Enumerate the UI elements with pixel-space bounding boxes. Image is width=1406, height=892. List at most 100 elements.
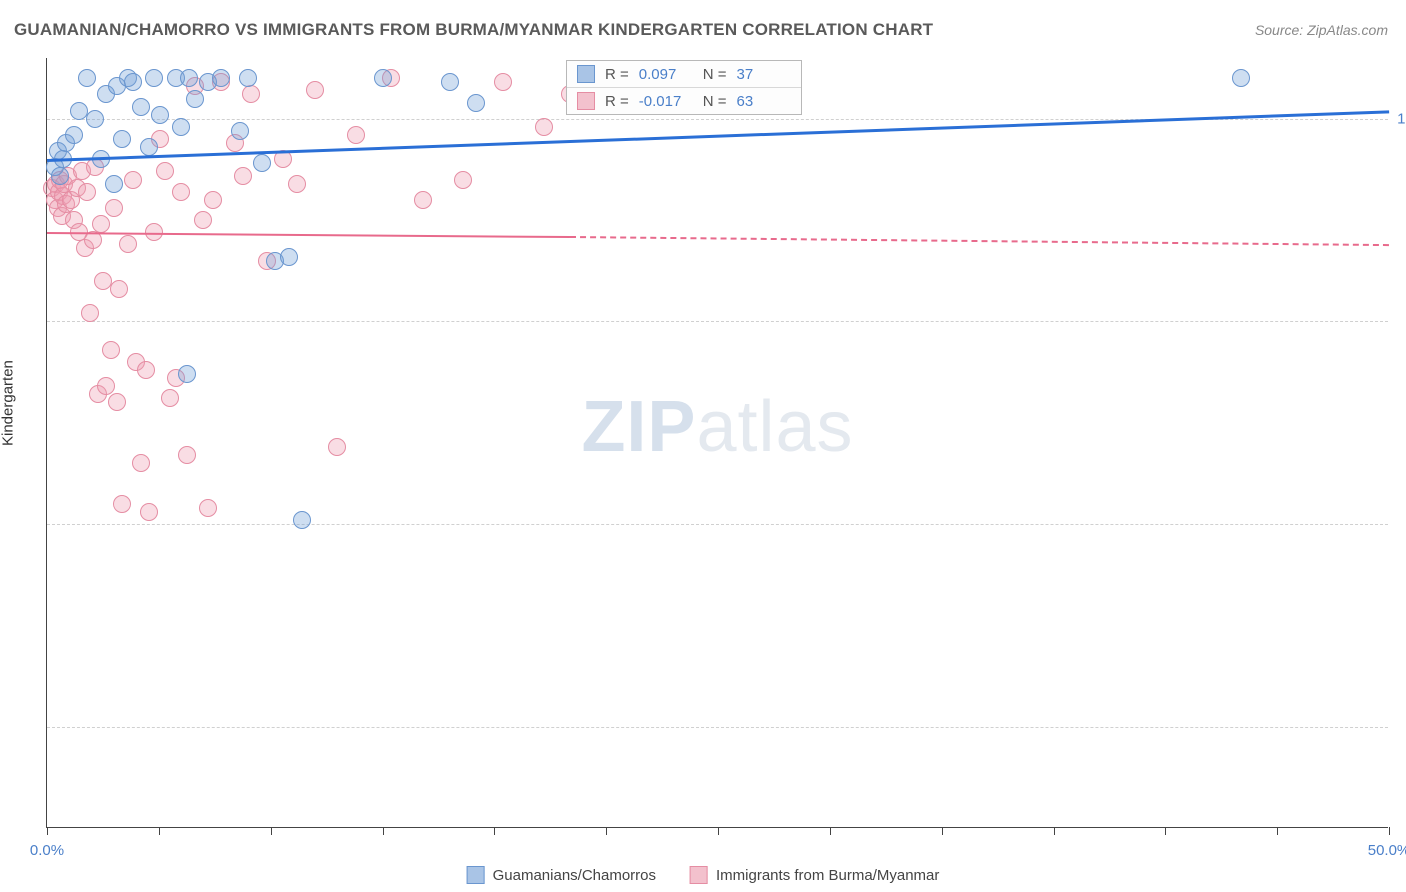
scatter-point-b <box>347 126 365 144</box>
x-tick <box>47 827 48 835</box>
stats-swatch-b <box>577 92 595 110</box>
x-tick <box>159 827 160 835</box>
scatter-point-b <box>43 179 61 197</box>
scatter-point-b <box>151 130 169 148</box>
watermark-atlas: atlas <box>696 387 853 467</box>
watermark-zip: ZIP <box>581 387 696 467</box>
stat-r-eq: R = <box>605 93 629 110</box>
scatter-point-b <box>54 187 72 205</box>
legend-swatch-b <box>690 866 708 884</box>
scatter-point-b <box>161 389 179 407</box>
stat-r-val-b: -0.017 <box>639 93 693 110</box>
scatter-point-b <box>494 73 512 91</box>
legend-item-a: Guamanians/Chamorros <box>467 866 656 884</box>
stats-swatch-a <box>577 65 595 83</box>
x-tick <box>830 827 831 835</box>
scatter-point-a <box>239 69 257 87</box>
scatter-point-a <box>113 130 131 148</box>
gridline <box>47 524 1388 525</box>
scatter-point-a <box>51 167 69 185</box>
stat-n-eq: N = <box>703 93 727 110</box>
scatter-point-b <box>97 377 115 395</box>
scatter-point-b <box>414 191 432 209</box>
scatter-point-a <box>280 248 298 266</box>
scatter-point-b <box>94 272 112 290</box>
x-tick <box>1054 827 1055 835</box>
scatter-point-b <box>59 167 77 185</box>
scatter-point-a <box>105 175 123 193</box>
scatter-point-a <box>97 85 115 103</box>
trendline-b-dashed <box>570 236 1389 246</box>
scatter-point-a <box>186 90 204 108</box>
scatter-point-b <box>89 385 107 403</box>
scatter-point-b <box>76 239 94 257</box>
legend-label-b: Immigrants from Burma/Myanmar <box>716 867 939 884</box>
scatter-point-b <box>86 158 104 176</box>
stats-row-a: R =0.097N =37 <box>567 61 801 88</box>
scatter-point-b <box>226 134 244 152</box>
scatter-point-b <box>258 252 276 270</box>
legend-label-a: Guamanians/Chamorros <box>493 867 656 884</box>
scatter-point-a <box>65 126 83 144</box>
scatter-point-b <box>156 162 174 180</box>
stat-n-eq: N = <box>703 66 727 83</box>
scatter-point-b <box>172 183 190 201</box>
scatter-point-a <box>172 118 190 136</box>
scatter-point-b <box>57 195 75 213</box>
scatter-point-b <box>68 179 86 197</box>
y-tick-label: 100.0% <box>1397 110 1406 127</box>
scatter-point-b <box>119 235 137 253</box>
scatter-point-a <box>374 69 392 87</box>
scatter-point-b <box>73 162 91 180</box>
scatter-point-a <box>132 98 150 116</box>
scatter-point-a <box>180 69 198 87</box>
scatter-point-b <box>535 118 553 136</box>
x-tick <box>942 827 943 835</box>
scatter-point-b <box>242 85 260 103</box>
gridline <box>47 321 1388 322</box>
scatter-point-b <box>167 369 185 387</box>
scatter-point-b <box>81 304 99 322</box>
scatter-point-a <box>178 365 196 383</box>
chart-title: GUAMANIAN/CHAMORRO VS IMMIGRANTS FROM BU… <box>14 20 933 40</box>
scatter-point-b <box>199 499 217 517</box>
stat-r-val-a: 0.097 <box>639 66 693 83</box>
scatter-point-b <box>137 361 155 379</box>
x-tick <box>383 827 384 835</box>
scatter-point-a <box>199 73 217 91</box>
scatter-point-a <box>231 122 249 140</box>
stats-row-b: R =-0.017N =63 <box>567 88 801 114</box>
legend: Guamanians/Chamorros Immigrants from Bur… <box>467 866 940 884</box>
scatter-point-b <box>46 191 64 209</box>
scatter-point-b <box>204 191 222 209</box>
scatter-point-b <box>186 77 204 95</box>
scatter-point-a <box>145 69 163 87</box>
scatter-point-b <box>92 215 110 233</box>
scatter-point-a <box>124 73 142 91</box>
gridline <box>47 727 1388 728</box>
trendline-b <box>47 232 570 238</box>
scatter-point-a <box>1232 69 1250 87</box>
stat-r-eq: R = <box>605 66 629 83</box>
scatter-point-a <box>140 138 158 156</box>
y-axis-label: Kindergarten <box>0 360 17 446</box>
x-tick <box>1277 827 1278 835</box>
scatter-point-a <box>167 69 185 87</box>
scatter-point-b <box>102 341 120 359</box>
scatter-point-b <box>110 280 128 298</box>
scatter-point-a <box>253 154 271 172</box>
x-tick <box>494 827 495 835</box>
scatter-point-b <box>47 175 65 193</box>
scatter-point-a <box>57 134 75 152</box>
scatter-point-a <box>78 69 96 87</box>
stats-box: R =0.097N =37R =-0.017N =63 <box>566 60 802 115</box>
scatter-point-b <box>194 211 212 229</box>
scatter-point-b <box>454 171 472 189</box>
source-citation: Source: ZipAtlas.com <box>1255 22 1388 38</box>
scatter-point-b <box>306 81 324 99</box>
scatter-point-b <box>234 167 252 185</box>
scatter-point-a <box>467 94 485 112</box>
scatter-point-b <box>113 495 131 513</box>
scatter-point-b <box>78 183 96 201</box>
scatter-point-b <box>382 69 400 87</box>
